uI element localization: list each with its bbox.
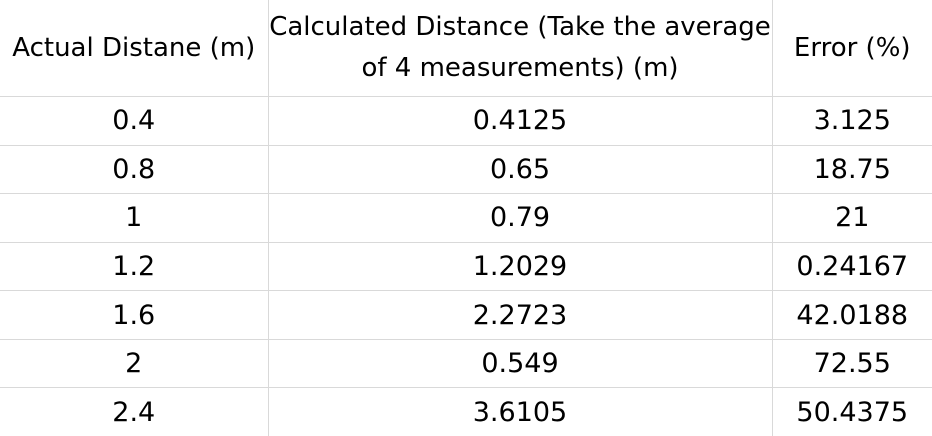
cell-calculated-distance: 2.2723: [267, 290, 773, 340]
header-calculated-distance: Calculated Distance (Take the average of…: [267, 0, 773, 97]
cell-error-percent: 0.24167: [771, 241, 932, 292]
cell-calculated-distance: 1.2029: [267, 241, 773, 292]
cell-error-percent: 72.55: [771, 338, 932, 389]
cell-error-percent: 42.0188: [771, 290, 932, 340]
cell-calculated-distance: 0.4125: [267, 96, 773, 146]
table-row: 0.4 0.4125 3.125: [0, 96, 932, 146]
cell-actual-distance: 0.4: [0, 96, 269, 146]
cell-error-percent: 18.75: [771, 144, 932, 195]
table-row: 0.8 0.65 18.75: [0, 144, 932, 195]
table-row: 2 0.549 72.55: [0, 338, 932, 389]
table-row: 1.6 2.2723 42.0188: [0, 290, 932, 340]
table-row: 1 0.79 21: [0, 193, 932, 243]
cell-error-percent: 50.4375: [771, 387, 932, 436]
cell-error-percent: 3.125: [771, 96, 932, 146]
header-actual-distance: Actual Distane (m): [0, 0, 269, 97]
cell-actual-distance: 0.8: [0, 144, 269, 195]
cell-actual-distance: 2.4: [0, 387, 269, 436]
cell-actual-distance: 2: [0, 338, 269, 389]
cell-calculated-distance: 0.65: [267, 144, 773, 195]
cell-actual-distance: 1.6: [0, 290, 269, 340]
cell-calculated-distance: 3.6105: [267, 387, 773, 436]
table-row: 2.4 3.6105 50.4375: [0, 387, 932, 436]
cell-calculated-distance: 0.549: [267, 338, 773, 389]
cell-actual-distance: 1.2: [0, 241, 269, 292]
cell-actual-distance: 1: [0, 193, 269, 243]
cell-calculated-distance: 0.79: [267, 193, 773, 243]
cell-error-percent: 21: [771, 193, 932, 243]
header-row: Actual Distane (m) Calculated Distance (…: [0, 0, 932, 97]
header-error-percent: Error (%): [771, 0, 932, 97]
table-row: 1.2 1.2029 0.24167: [0, 241, 932, 292]
